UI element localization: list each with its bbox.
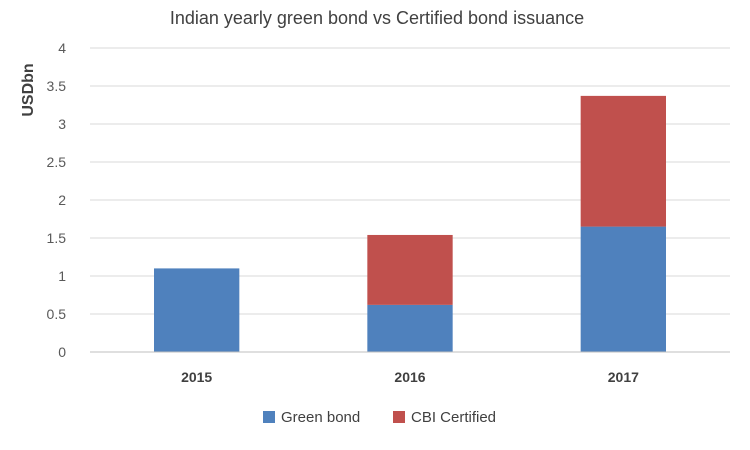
legend-label: Green bond [281,409,360,426]
bar-green-bond-2017 [580,226,666,352]
y-tick-label: 1 [58,268,66,284]
y-tick-label: 3.5 [47,78,67,94]
legend: Green bond CBI Certified [263,409,496,426]
legend-label: CBI Certified [411,409,496,426]
y-axis-ticks: 0 0.5 1 1.5 2 2.5 3 3.5 4 [47,40,67,360]
bar-cbi-certified-2017 [580,95,666,227]
y-tick-label: 0.5 [47,306,67,322]
y-axis-label: USDbn [20,63,37,116]
legend-swatch [393,411,405,423]
bar-group [154,95,666,352]
legend-swatch [263,411,275,423]
y-tick-label: 2 [58,192,66,208]
bar-cbi-certified-2016 [367,234,453,305]
x-axis-ticks: 2015 2016 2017 [181,369,639,385]
bar-green-bond-2015 [154,268,240,352]
x-tick-label: 2015 [181,369,212,385]
y-tick-label: 1.5 [47,230,67,246]
y-tick-label: 4 [58,40,66,56]
x-tick-label: 2017 [608,369,639,385]
y-tick-label: 0 [58,344,66,360]
x-tick-label: 2016 [394,369,425,385]
bar-green-bond-2016 [367,304,453,352]
chart-title: Indian yearly green bond vs Certified bo… [170,8,584,28]
y-tick-label: 3 [58,116,66,132]
y-tick-label: 2.5 [47,154,67,170]
